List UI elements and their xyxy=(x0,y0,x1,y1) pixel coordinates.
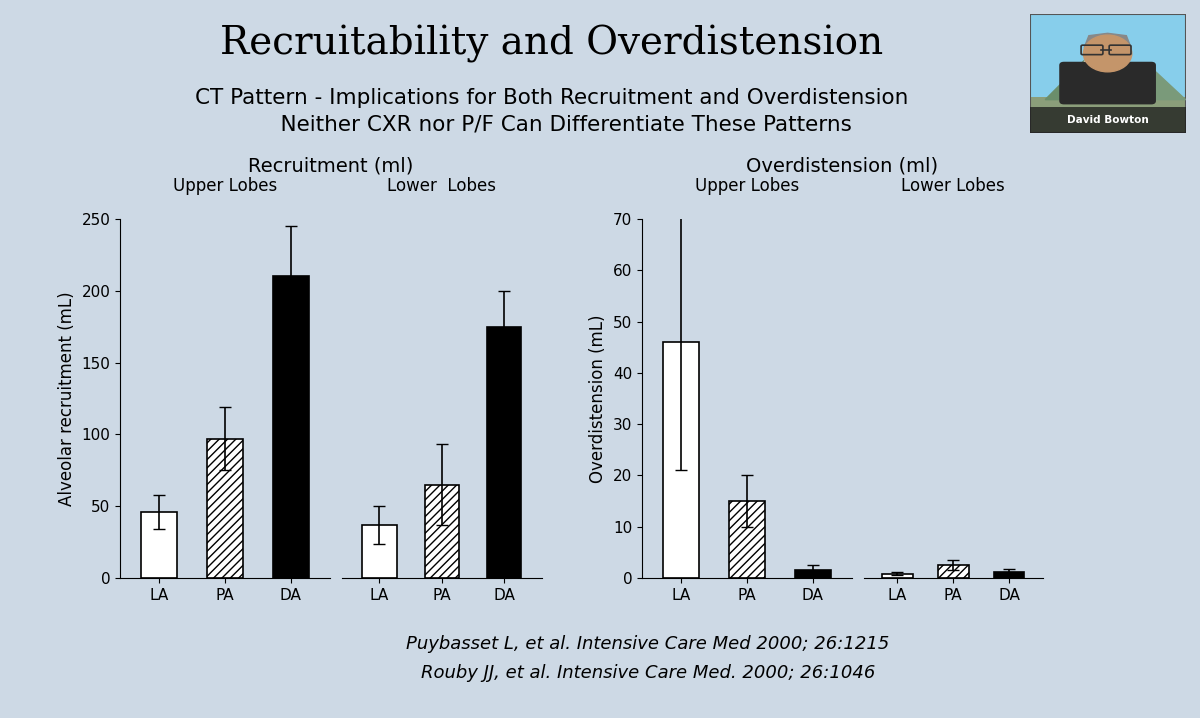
Polygon shape xyxy=(1084,64,1158,100)
Circle shape xyxy=(1084,35,1132,72)
Y-axis label: Alveolar recruitment (mL): Alveolar recruitment (mL) xyxy=(58,292,76,505)
Polygon shape xyxy=(1045,56,1132,100)
FancyBboxPatch shape xyxy=(1030,107,1186,133)
Text: Upper Lobes: Upper Lobes xyxy=(173,177,277,195)
Text: Puybasset L, et al. Intensive Care Med 2000; 26:1215: Puybasset L, et al. Intensive Care Med 2… xyxy=(407,635,889,653)
Bar xyxy=(362,525,396,578)
Y-axis label: Overdistension (mL): Overdistension (mL) xyxy=(589,314,607,482)
Bar xyxy=(938,565,968,578)
Text: David Bowton: David Bowton xyxy=(1067,115,1148,125)
Bar xyxy=(882,574,913,578)
Bar xyxy=(487,327,521,578)
Bar xyxy=(425,485,458,578)
Text: Overdistension (ml): Overdistension (ml) xyxy=(746,157,938,176)
Text: CT Pattern - Implications for Both Recruitment and Overdistension: CT Pattern - Implications for Both Recru… xyxy=(196,88,908,108)
FancyBboxPatch shape xyxy=(1030,97,1186,133)
Bar xyxy=(272,276,308,578)
Polygon shape xyxy=(1084,33,1132,47)
Polygon shape xyxy=(1116,67,1186,100)
Text: Recruitability and Overdistension: Recruitability and Overdistension xyxy=(221,25,883,63)
Text: Upper Lobes: Upper Lobes xyxy=(695,177,799,195)
Bar xyxy=(142,512,178,578)
Text: Neither CXR nor P/F Can Differentiate These Patterns: Neither CXR nor P/F Can Differentiate Th… xyxy=(252,115,852,135)
Bar xyxy=(664,342,700,578)
Text: Lower  Lobes: Lower Lobes xyxy=(388,177,497,195)
FancyBboxPatch shape xyxy=(1030,14,1186,109)
Bar xyxy=(994,572,1025,578)
Text: Lower Lobes: Lower Lobes xyxy=(901,177,1006,195)
Text: Recruitment (ml): Recruitment (ml) xyxy=(248,157,414,176)
Bar xyxy=(206,439,244,578)
Polygon shape xyxy=(1081,56,1097,67)
Bar xyxy=(794,570,830,578)
FancyBboxPatch shape xyxy=(1060,62,1156,104)
Bar xyxy=(728,501,766,578)
Text: Rouby JJ, et al. Intensive Care Med. 2000; 26:1046: Rouby JJ, et al. Intensive Care Med. 200… xyxy=(421,664,875,682)
